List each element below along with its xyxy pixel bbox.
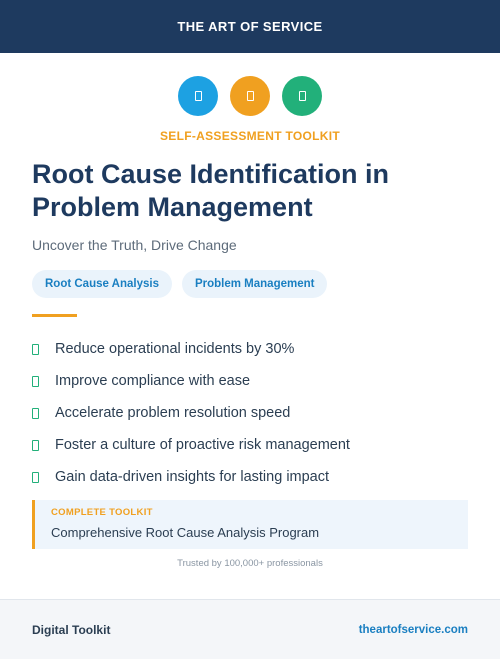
- document-icon: [246, 91, 254, 101]
- benefit-list: Reduce operational incidents by 30% Impr…: [32, 333, 472, 493]
- toolkit-kicker: SELF-ASSESSMENT TOOLKIT: [159, 129, 341, 143]
- document-icon-badge-orange: [230, 76, 270, 116]
- benefit-text: Gain data-driven insights for lasting im…: [55, 469, 330, 485]
- document-icon: [194, 91, 202, 101]
- benefit-item: Foster a culture of proactive risk manag…: [32, 429, 472, 461]
- page-title: Root Cause Identification in Problem Man…: [32, 159, 390, 222]
- benefit-item: Reduce operational incidents by 30%: [32, 333, 472, 365]
- page-subtitle: Uncover the Truth, Drive Change: [32, 237, 237, 253]
- benefit-text: Reduce operational incidents by 30%: [55, 341, 295, 357]
- trusted-note: Trusted by 100,000+ professionals: [177, 558, 323, 569]
- footer-label: Digital Toolkit: [32, 622, 111, 637]
- callout-kicker: COMPLETE TOOLKIT: [51, 507, 153, 518]
- accent-divider: [32, 314, 77, 317]
- tag-list: Root Cause Analysis Problem Management: [32, 270, 328, 298]
- check-icon: [32, 407, 39, 419]
- benefit-item: Improve compliance with ease: [32, 365, 472, 397]
- check-icon: [32, 343, 39, 355]
- document-icon-badge-blue: [178, 76, 218, 116]
- toolkit-callout: COMPLETE TOOLKIT Comprehensive Root Caus…: [32, 500, 468, 549]
- brand-name: THE ART OF SERVICE: [177, 19, 323, 34]
- tag-problem-management[interactable]: Problem Management: [181, 270, 328, 298]
- page-footer: Digital Toolkit theartofservice.com: [0, 599, 500, 659]
- document-icon: [298, 91, 306, 101]
- check-icon: [32, 471, 39, 483]
- callout-text: Comprehensive Root Cause Analysis Progra…: [51, 525, 320, 540]
- tag-root-cause-analysis[interactable]: Root Cause Analysis: [32, 270, 172, 298]
- check-icon: [32, 375, 39, 387]
- brand-header: THE ART OF SERVICE: [0, 0, 500, 53]
- benefit-item: Gain data-driven insights for lasting im…: [32, 461, 472, 493]
- benefit-text: Improve compliance with ease: [55, 373, 251, 389]
- document-icon-badge-green: [282, 76, 322, 116]
- benefit-text: Foster a culture of proactive risk manag…: [55, 437, 350, 453]
- benefit-item: Accelerate problem resolution speed: [32, 397, 472, 429]
- website-link[interactable]: theartofservice.com: [358, 623, 468, 636]
- check-icon: [32, 439, 39, 451]
- benefit-text: Accelerate problem resolution speed: [55, 405, 291, 421]
- icon-row: [0, 76, 500, 116]
